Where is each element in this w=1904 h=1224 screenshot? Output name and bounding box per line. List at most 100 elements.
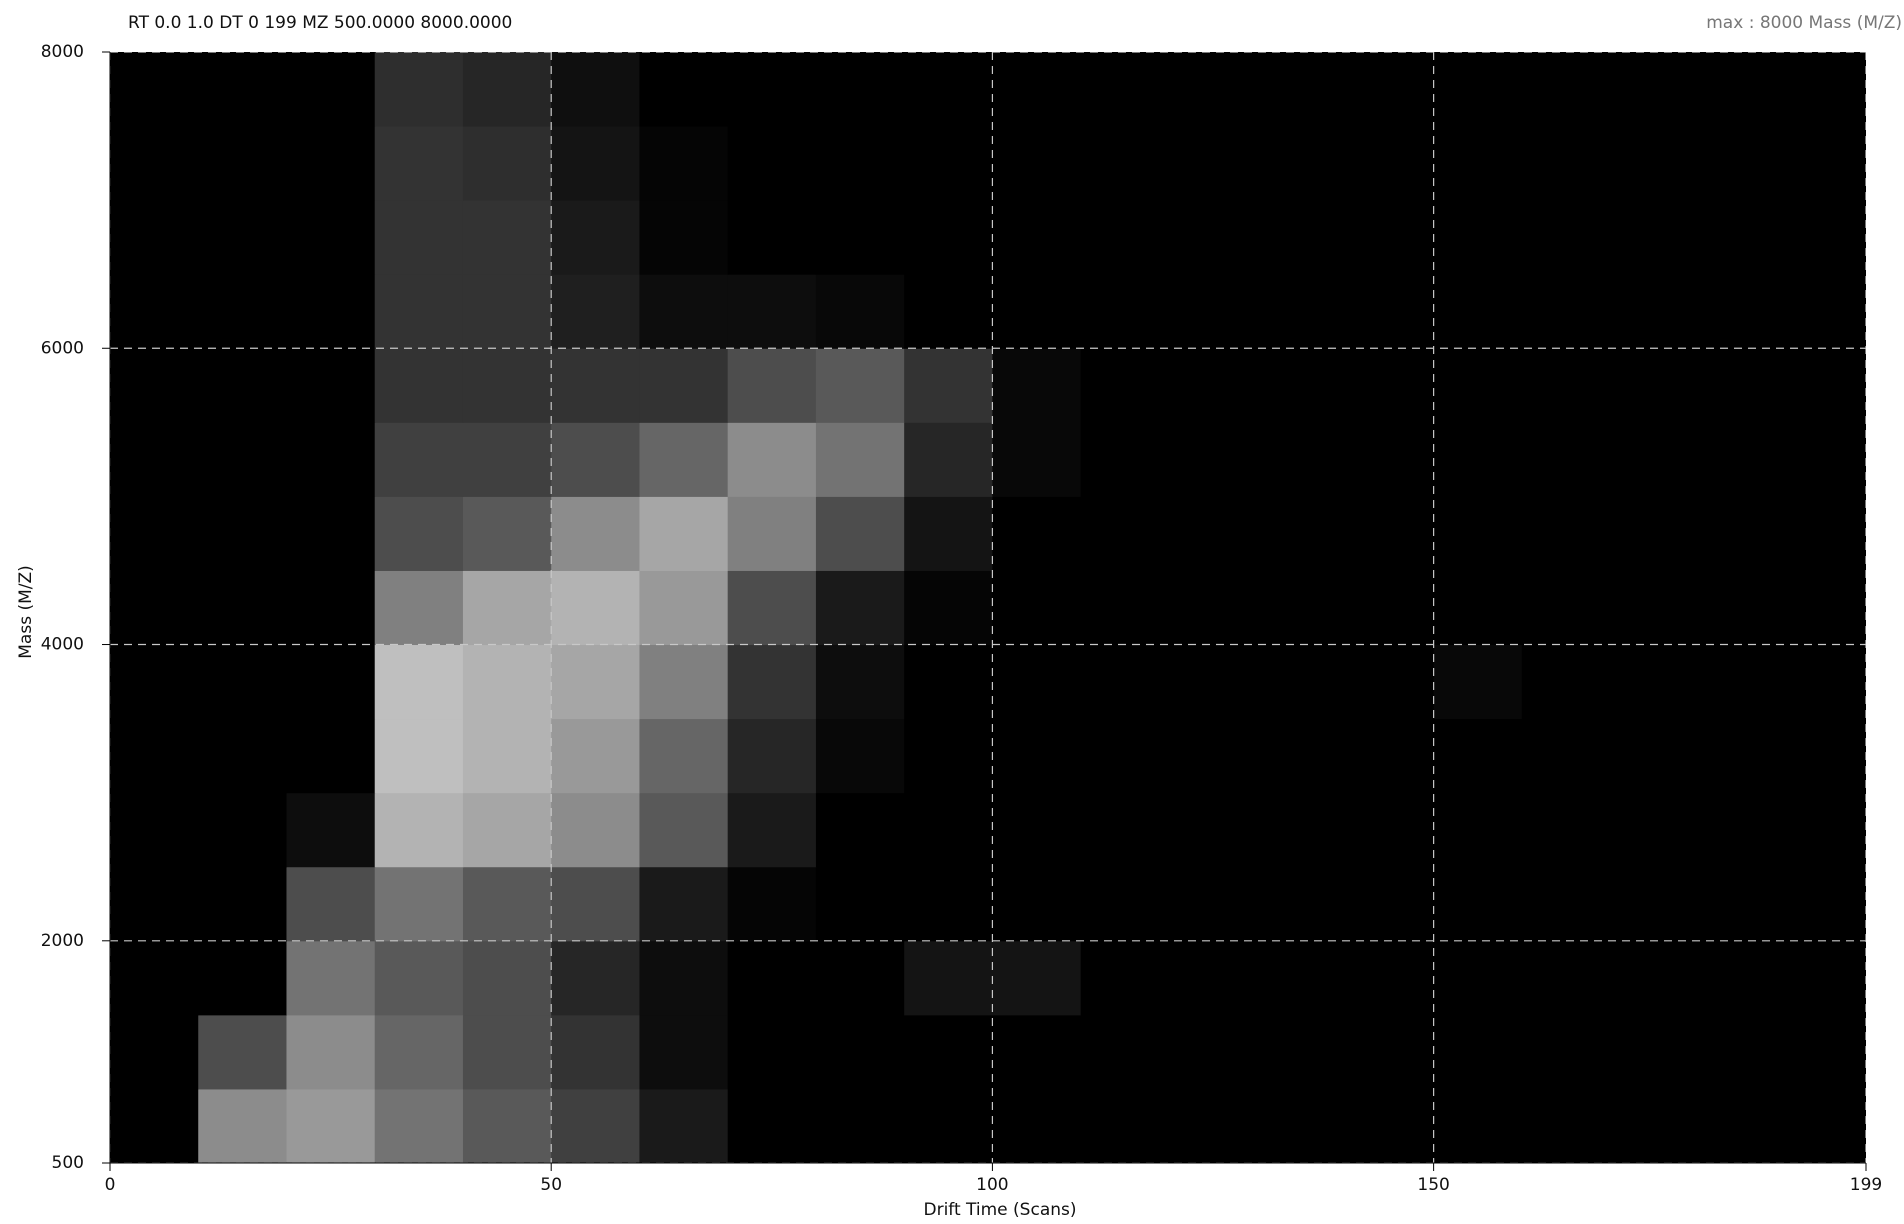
heatmap-cell	[992, 940, 1082, 1016]
heatmap-cell	[1521, 348, 1611, 423]
heatmap-cell	[1698, 866, 1788, 942]
heatmap-cell	[1698, 496, 1788, 571]
heatmap-cell	[1345, 570, 1435, 646]
heatmap-cell	[815, 126, 905, 201]
heatmap-cell	[286, 866, 376, 942]
heatmap-cell	[198, 52, 287, 127]
heatmap-cell	[992, 422, 1082, 497]
heatmap-cell	[462, 792, 552, 868]
heatmap-cell	[1080, 496, 1170, 571]
heatmap-cell	[198, 348, 287, 423]
heatmap-cell	[727, 200, 817, 275]
heatmap-cell	[992, 792, 1082, 868]
heatmap-cell	[1080, 570, 1170, 646]
heatmap-cell	[1610, 866, 1699, 942]
chart-subtitle: max : 8000 Mass (M/Z)	[1706, 13, 1902, 33]
heatmap-cell	[1080, 200, 1170, 275]
heatmap-cell	[374, 718, 464, 794]
heatmap-cell	[110, 644, 199, 720]
heatmap-cell	[1257, 1088, 1346, 1163]
heatmap-cell	[1786, 1088, 1866, 1163]
heatmap-cell	[992, 126, 1082, 201]
heatmap-cell	[1080, 126, 1170, 201]
heatmap-cell	[286, 1014, 376, 1090]
heatmap-cell	[462, 52, 552, 127]
x-tick-label: 50	[540, 1175, 562, 1195]
heatmap-cell	[639, 866, 729, 942]
heatmap-cell	[1610, 570, 1699, 646]
heatmap-cell	[110, 422, 199, 497]
heatmap-cell	[462, 718, 552, 794]
heatmap-cell	[1345, 52, 1435, 127]
heatmap-cell	[1257, 422, 1346, 497]
heatmap-cell	[727, 866, 817, 942]
heatmap-cell	[1610, 1088, 1699, 1163]
heatmap-cell	[639, 52, 729, 127]
heatmap-cell	[1433, 200, 1523, 275]
heatmap-cell	[1610, 718, 1699, 794]
heatmap-cell	[1610, 940, 1699, 1016]
heatmap-cell	[1786, 496, 1866, 571]
heatmap-cell	[110, 1014, 199, 1090]
heatmap-cell	[639, 274, 729, 349]
heatmap-cell	[1610, 496, 1699, 571]
heatmap-cell	[551, 274, 640, 349]
heatmap-cell	[462, 940, 552, 1016]
heatmap-cell	[1433, 496, 1523, 571]
heatmap-cell	[1698, 274, 1788, 349]
heatmap-cell	[1521, 718, 1611, 794]
heatmap-cell	[727, 52, 817, 127]
heatmap-cell	[110, 126, 199, 201]
heatmap-cell	[1433, 422, 1523, 497]
heatmap-cell	[1345, 940, 1435, 1016]
heatmap-cell	[551, 422, 640, 497]
heatmap-cell	[198, 1088, 287, 1163]
heatmap-cell	[1168, 274, 1258, 349]
heatmap-cell	[1521, 1014, 1611, 1090]
heatmap-cell	[639, 570, 729, 646]
heatmap-cell	[110, 718, 199, 794]
heatmap-cell	[551, 792, 640, 868]
heatmap-cell	[815, 52, 905, 127]
heatmap-cell	[198, 126, 287, 201]
heatmap-cell	[639, 940, 729, 1016]
heatmap-cell	[1610, 422, 1699, 497]
heatmap-cell	[1257, 570, 1346, 646]
heatmap-cell	[904, 866, 993, 942]
heatmap-cell	[110, 274, 199, 349]
heatmap-cell	[110, 52, 199, 127]
heatmap-cell	[904, 570, 993, 646]
heatmap-cell	[815, 422, 905, 497]
heatmap-cell	[1168, 1014, 1258, 1090]
heatmap-cell	[904, 422, 993, 497]
heatmap-cell	[1345, 200, 1435, 275]
heatmap-cell	[374, 274, 464, 349]
heatmap-cell	[992, 866, 1082, 942]
heatmap-cell	[1345, 866, 1435, 942]
heatmap-cell	[1257, 1014, 1346, 1090]
heatmap-cell	[374, 52, 464, 127]
heatmap-cell	[1698, 644, 1788, 720]
heatmap-cell	[1521, 422, 1611, 497]
heatmap-cell	[1080, 940, 1170, 1016]
heatmap-cell	[374, 126, 464, 201]
y-tick-label: 4000	[41, 635, 84, 655]
heatmap-cell	[286, 126, 376, 201]
plot-area	[110, 52, 1866, 1163]
heatmap-cell	[1168, 496, 1258, 571]
heatmap-cell	[198, 200, 287, 275]
heatmap-cell	[1610, 52, 1699, 127]
heatmap-cell	[462, 1014, 552, 1090]
heatmap-cell	[904, 1088, 993, 1163]
heatmap-cell	[639, 1088, 729, 1163]
heatmap-cell	[1168, 866, 1258, 942]
heatmap-cell	[992, 274, 1082, 349]
heatmap-cell	[639, 644, 729, 720]
heatmap-cell	[639, 718, 729, 794]
heatmap-cell	[286, 200, 376, 275]
y-tick-label: 2000	[41, 931, 84, 951]
heatmap-cell	[992, 718, 1082, 794]
heatmap-cell	[198, 792, 287, 868]
heatmap-cell	[727, 126, 817, 201]
y-tick-label: 6000	[41, 338, 84, 358]
